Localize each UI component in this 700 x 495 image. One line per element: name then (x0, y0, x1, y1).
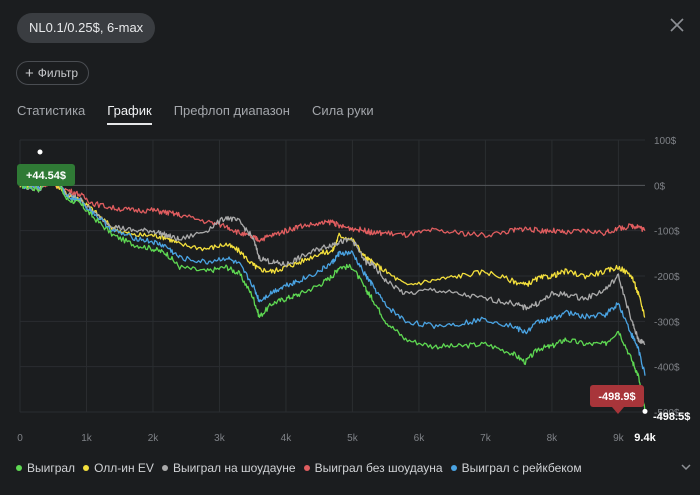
tab-hand-strength[interactable]: Сила руки (312, 103, 374, 125)
tab-preflop-range[interactable]: Префлоп диапазон (174, 103, 290, 125)
winnings-chart[interactable]: 100$ 0$ -100$ -200$ -300$ -400$ -500$ 0 1k 2k 3k 4k… (0, 130, 700, 455)
start-callout-label: +44.54$ (26, 170, 66, 182)
legend-label: Выиграл (27, 461, 76, 475)
legend-dot (161, 465, 168, 471)
tab-label: Статистика (17, 103, 86, 118)
legend-label: Олл-ин EV (94, 461, 154, 475)
x-tick-label: 2k (148, 433, 160, 444)
series-line-3[interactable] (19, 180, 646, 243)
tab-label: Сила руки (311, 103, 374, 118)
session-title-pill[interactable]: NL0.1/0.25$, 6-max (17, 13, 156, 43)
legend-dot (83, 465, 90, 471)
series-line-4[interactable] (19, 165, 646, 376)
legend-item[interactable]: Выиграл на шоудауне (161, 461, 296, 475)
session-title: NL0.1/0.25$, 6-max (29, 20, 144, 35)
x-tick-label: 5k (347, 433, 359, 444)
series-line-0[interactable] (19, 165, 646, 413)
legend-item[interactable]: Выиграл с рейкбеком (450, 461, 582, 475)
close-icon[interactable] (668, 16, 686, 34)
tab-bar: Статистика График Префлоп диапазон Сила … (17, 103, 396, 125)
y-tick-label: -200$ (654, 272, 680, 283)
start-marker (37, 149, 43, 155)
x-tick-label: 9k (613, 433, 625, 444)
y-tick-label: -300$ (654, 317, 680, 328)
legend-label: Выиграл без шоудауна (314, 461, 443, 475)
y-tick-label: -500$ (654, 408, 680, 419)
plus-icon: + (25, 64, 34, 82)
legend-dot (450, 465, 457, 471)
end-value-label: -498.5$ (653, 411, 690, 423)
x-tick-label: 8k (547, 433, 559, 444)
y-tick-label: -100$ (654, 227, 680, 238)
series-line-1[interactable] (19, 176, 646, 318)
x-tick-label: 1k (81, 433, 93, 444)
x-end-label: 9.4k (634, 432, 656, 444)
filter-label: Фильтр (37, 66, 79, 80)
legend-dot (16, 465, 22, 471)
end-marker (642, 408, 648, 414)
tab-graph[interactable]: График (107, 103, 152, 125)
legend-label: Выиграл с рейкбеком (461, 461, 582, 475)
filter-button[interactable]: + Фильтр (16, 61, 90, 85)
y-tick-label: 0$ (654, 181, 666, 192)
legend-label: Выиграл на шоудауне (172, 461, 296, 475)
y-tick-label: 100$ (654, 136, 677, 147)
legend-item[interactable]: Выиграл (16, 461, 75, 475)
tab-statistics[interactable]: Статистика (17, 103, 85, 125)
allin-ev-callout-box (590, 385, 644, 407)
tab-label: График (107, 103, 152, 118)
allin-ev-callout-pointer (612, 407, 624, 414)
x-tick-label: 6k (414, 433, 426, 444)
series-line-2[interactable] (19, 172, 646, 345)
x-tick-label: 0 (17, 433, 23, 444)
tab-label: Префлоп диапазон (173, 103, 290, 118)
legend-dot (303, 465, 310, 471)
x-tick-label: 3k (214, 433, 226, 444)
allin-ev-callout-label: -498.9$ (598, 391, 635, 403)
legend-item[interactable]: Олл-ин EV (83, 461, 154, 475)
chart-legend: Выиграл Олл-ин EV Выиграл на шоудауне Выигр… (16, 461, 582, 475)
chevron-down-icon[interactable] (679, 460, 693, 474)
x-tick-label: 4k (281, 433, 293, 444)
y-tick-label: -400$ (654, 363, 680, 374)
start-callout-box (17, 164, 75, 186)
x-tick-label: 7k (480, 433, 492, 444)
legend-item[interactable]: Выиграл без шоудауна (303, 461, 443, 475)
